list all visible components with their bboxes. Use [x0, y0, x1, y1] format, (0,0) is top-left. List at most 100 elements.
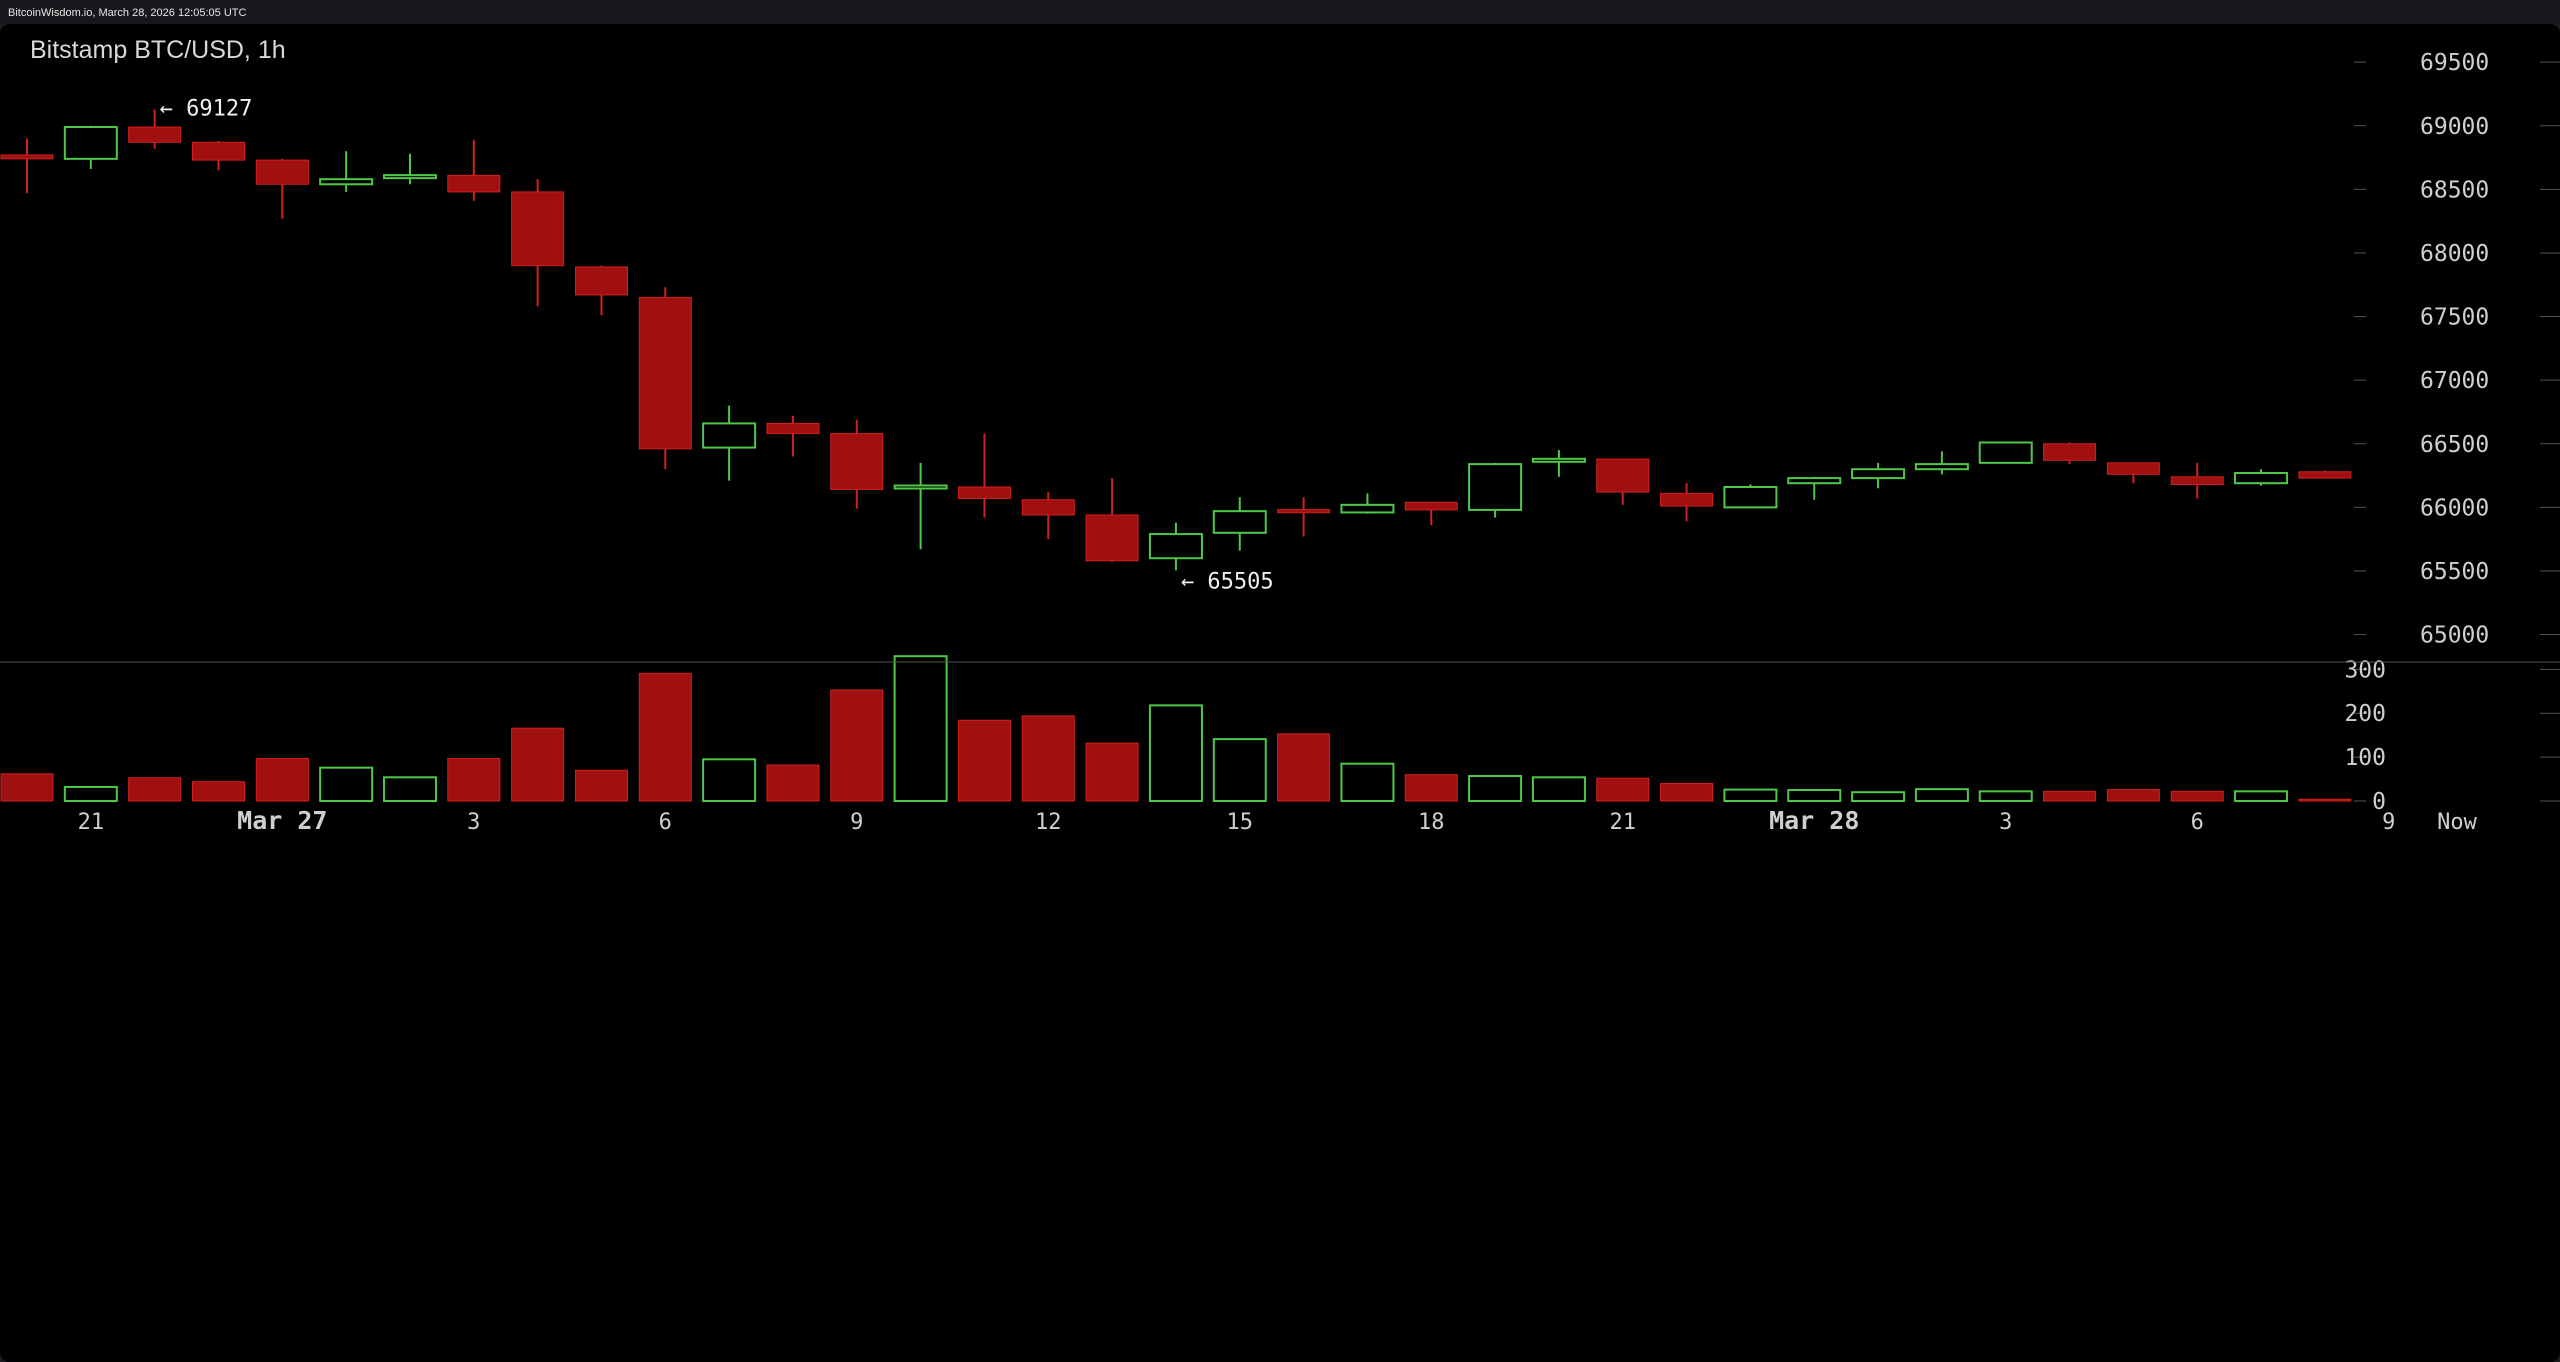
candle	[1404, 501, 1458, 526]
volume-bar	[63, 785, 118, 802]
candle-body	[511, 191, 565, 267]
candle-body	[957, 486, 1011, 499]
volume-bar	[1021, 715, 1075, 802]
candle	[1851, 462, 1906, 489]
candle-body	[447, 174, 501, 193]
candle-body	[2298, 471, 2352, 479]
candle-body	[191, 141, 245, 161]
volume-bar	[1978, 790, 2033, 802]
candle	[1978, 441, 2033, 464]
time-tick-label: 3	[467, 810, 480, 835]
candle	[1212, 497, 1267, 551]
volume-bar	[1468, 774, 1523, 802]
time-tick-label: 21	[78, 810, 105, 835]
volume-bar	[1596, 777, 1650, 802]
candle	[447, 139, 501, 201]
candle	[1596, 458, 1650, 505]
candle-body	[2043, 443, 2097, 461]
time-tick-label: Mar 28	[1769, 806, 1859, 835]
volume-bar	[1723, 788, 1778, 803]
candle	[319, 151, 374, 192]
candle-body	[1596, 458, 1650, 493]
time-tick-label: 12	[1035, 810, 1062, 835]
candle-body	[255, 159, 309, 185]
candle-body	[766, 422, 820, 435]
volume-bar	[2043, 790, 2097, 802]
candle	[2106, 462, 2160, 484]
price-extreme-label: ← 65505	[1181, 569, 1274, 594]
candle	[957, 433, 1011, 518]
volume-bar	[638, 672, 692, 802]
candle-body	[830, 433, 884, 491]
volume-bar	[128, 777, 182, 802]
candle-body	[63, 126, 118, 160]
time-axis: 21 Mar 27 3 6 9 12 15 18 21 Mar 28 3 6 9 Now	[78, 806, 2478, 835]
candle	[2043, 442, 2097, 465]
volume-bar	[1404, 774, 1458, 802]
volume-bar	[255, 757, 309, 802]
candle	[128, 109, 182, 149]
candle-body	[638, 296, 692, 450]
candle	[2234, 469, 2289, 486]
volume-axis: 0 100 200 300	[2344, 657, 2560, 815]
volume-tick-label: 100	[2344, 745, 2386, 771]
candle	[255, 158, 309, 219]
volume-bar	[1340, 762, 1395, 802]
candle-body	[1978, 441, 2033, 464]
volume-bar	[319, 766, 374, 803]
candle	[1277, 497, 1331, 537]
candle	[766, 415, 820, 457]
volume-bar	[447, 757, 501, 802]
candle-body	[0, 154, 54, 160]
candle-body	[1404, 501, 1458, 511]
candle	[1468, 462, 1523, 518]
source-timestamp: BitcoinWisdom.io, March 28, 2026 12:05:0…	[0, 0, 2560, 24]
volume-bar	[2106, 789, 2160, 802]
price-tick-label: 65500	[2420, 559, 2489, 585]
candle	[382, 153, 437, 185]
candle-body	[1914, 463, 1969, 471]
candle	[191, 141, 245, 171]
candle-body	[2170, 476, 2224, 485]
time-tick-label: 21	[1610, 810, 1637, 835]
volume-bar	[0, 773, 54, 802]
candle-body	[1531, 457, 1586, 463]
volume-bar	[1085, 742, 1139, 802]
volume-bar	[2170, 790, 2224, 802]
price-tick-label: 67000	[2420, 368, 2489, 394]
price-tick-label: 66500	[2420, 432, 2489, 458]
volume-bar	[1531, 776, 1586, 803]
candle-body	[128, 126, 182, 143]
chart-title: Bitstamp BTC/USD, 1h	[30, 36, 286, 64]
time-tick-label: 9	[2382, 810, 2395, 835]
time-tick-label: 18	[1418, 810, 1445, 835]
price-tick-label: 69500	[2420, 50, 2489, 76]
candle	[574, 265, 628, 316]
candle-body	[893, 484, 948, 490]
candle-body	[1085, 514, 1139, 562]
candle	[511, 179, 565, 307]
candle	[1148, 522, 1203, 571]
price-axis: 65000 65500 66000 66500 67000 67500 68000 68500…	[2354, 50, 2560, 649]
volume-bars	[0, 655, 2352, 803]
volume-bar	[2234, 790, 2289, 802]
candle	[1723, 484, 1778, 509]
chart-frame[interactable]: 65000 65500 66000 66500 67000 67500 68000 68500…	[0, 24, 2560, 1362]
candle	[2170, 462, 2224, 499]
candle-body	[382, 174, 437, 180]
candle	[1021, 492, 1075, 540]
candle-body	[1212, 510, 1267, 534]
time-tick-label: 15	[1227, 810, 1254, 835]
annotations: ← 69127 ← 65505	[160, 97, 1274, 595]
candle-body	[1148, 533, 1203, 560]
price-volume-chart[interactable]: 65000 65500 66000 66500 67000 67500 68000 68500…	[0, 24, 2560, 1362]
volume-tick-label: 300	[2344, 657, 2386, 683]
price-tick-label: 68000	[2420, 241, 2489, 267]
candle	[702, 405, 757, 481]
time-tick-label: 9	[850, 810, 863, 835]
candle	[1660, 483, 1714, 522]
candle-body	[1277, 509, 1331, 514]
candle-body	[319, 178, 374, 186]
volume-bar	[574, 769, 628, 802]
price-tick-label: 66000	[2420, 495, 2489, 521]
